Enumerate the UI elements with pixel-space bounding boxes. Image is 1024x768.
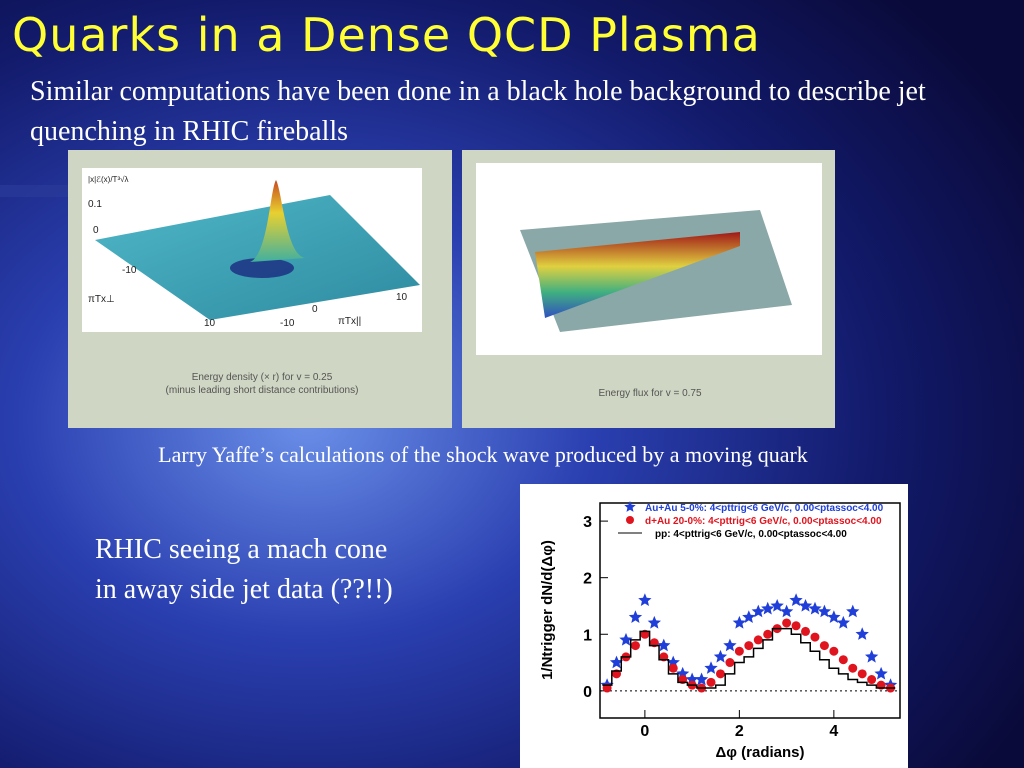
figure-caption: Energy flux for v = 0.75	[598, 388, 702, 399]
data-point	[819, 641, 829, 651]
decor-bar	[0, 185, 70, 197]
data-point	[838, 655, 848, 665]
data-point	[751, 604, 765, 618]
data-point	[867, 675, 877, 685]
x-axis-label: Δφ (radians)	[715, 744, 804, 761]
data-point	[798, 599, 813, 612]
legend-entry: d+Au 20-0%: 4<pttrig<6 GeV/c, 0.00<ptass…	[645, 516, 882, 527]
data-point	[763, 629, 773, 639]
figure-caption: (minus leading short distance contributi…	[166, 385, 359, 396]
data-point	[829, 646, 839, 656]
data-point	[706, 677, 716, 687]
data-point	[761, 601, 775, 615]
figure-label: |x|ℰ(x)/T³√λ	[88, 175, 129, 184]
data-point	[827, 610, 841, 623]
plot-border	[599, 502, 901, 719]
data-point	[848, 663, 858, 673]
legend-entry: pp: 4<pttrig<6 GeV/c, 0.00<ptassoc<4.00	[655, 529, 847, 540]
data-point	[789, 593, 803, 606]
right-figure	[462, 150, 835, 428]
figure-caption: Larry Yaffe’s calculations of the shock …	[158, 442, 808, 467]
figure-label: 0	[93, 225, 99, 236]
y-axis-label: 1/Ntrigger dN/d(Δφ)	[539, 540, 556, 680]
figure-label: -10	[280, 318, 295, 329]
data-point	[855, 627, 869, 640]
figure-label: 10	[204, 318, 216, 329]
data-point	[810, 632, 820, 642]
data-point	[715, 669, 725, 679]
figure-label: 10	[396, 292, 408, 303]
data-point	[770, 599, 784, 612]
data-point	[782, 618, 792, 628]
data-point	[713, 649, 728, 663]
data-point	[609, 655, 624, 669]
figure-label: -10	[122, 265, 137, 276]
data-point	[817, 604, 832, 618]
data-point	[657, 638, 671, 652]
data-point	[808, 601, 822, 615]
data-point	[846, 604, 860, 618]
data-point	[725, 658, 735, 668]
y-tick-label: 3	[583, 514, 592, 531]
data-point	[619, 632, 633, 646]
x-tick-label: 2	[735, 723, 744, 740]
data-point	[676, 666, 690, 680]
figure-label: 0.1	[88, 199, 102, 210]
surface-dip	[230, 258, 294, 278]
figure-label: 0	[312, 304, 318, 315]
data-point	[704, 661, 718, 674]
data-line	[602, 627, 896, 689]
legend-marker	[626, 516, 634, 524]
data-point	[685, 672, 699, 686]
data-point	[874, 666, 888, 680]
data-point	[628, 610, 643, 623]
figure-caption: Energy density (× r) for v = 0.25	[192, 372, 333, 383]
data-point	[630, 641, 640, 651]
data-point	[647, 615, 661, 629]
data-point	[744, 641, 754, 651]
data-point	[666, 655, 680, 669]
legend-entry: Au+Au 5-0%: 4<pttrig<6 GeV/c, 0.00<ptass…	[645, 503, 884, 514]
data-point	[780, 604, 794, 618]
note-text: RHIC seeing a mach cone in away side jet…	[95, 534, 393, 605]
y-tick-label: 2	[583, 571, 592, 588]
data-point	[734, 646, 744, 656]
data-point	[801, 626, 811, 636]
data-point	[638, 593, 652, 606]
data-point	[836, 615, 850, 629]
y-tick-label: 0	[583, 684, 592, 701]
flux-rod	[535, 232, 740, 318]
intro-text: Similar computations have been done in a…	[30, 76, 926, 147]
surface-peak	[250, 180, 305, 262]
data-point	[753, 635, 763, 645]
data-point	[723, 638, 737, 652]
y-tick-label: 1	[583, 627, 592, 644]
data-point	[668, 663, 678, 673]
data-point	[732, 615, 746, 629]
data-point	[742, 610, 756, 623]
slide-title: Quarks in a Dense QCD Plasma	[12, 8, 761, 62]
data-point	[857, 669, 867, 679]
legend-marker	[624, 501, 636, 512]
data-point	[865, 649, 879, 663]
figure-label: πTx⊥	[88, 294, 115, 305]
data-point	[791, 621, 801, 631]
x-tick-label: 0	[640, 723, 649, 740]
figure-label: πTx||	[338, 316, 361, 327]
data-point	[694, 672, 709, 686]
left-figure	[68, 150, 452, 428]
x-tick-label: 4	[829, 723, 838, 740]
